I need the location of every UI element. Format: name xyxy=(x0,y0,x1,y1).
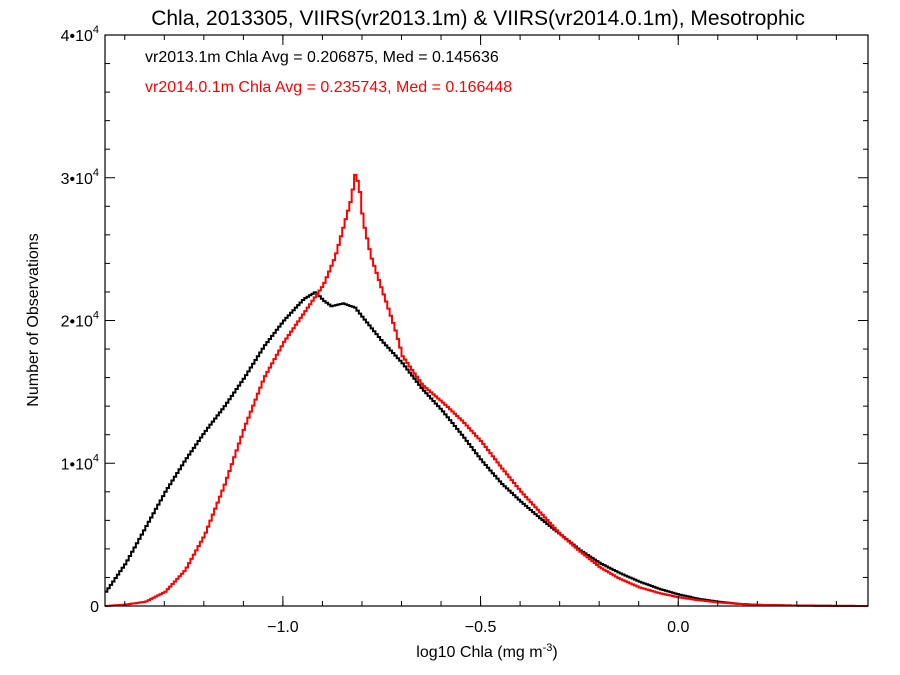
y-tick-label-base: 4•10 xyxy=(61,28,93,45)
x-tick-label: 0.0 xyxy=(667,619,689,636)
y-tick-label-exponent: 4 xyxy=(93,24,99,36)
y-tick-label: 1•104 xyxy=(61,452,99,473)
x-axis: −1.0 −0.5 0.0 xyxy=(124,35,837,636)
legend-annotation-vr2014: vr2014.0.1m Chla Avg = 0.235743, Med = 0… xyxy=(145,79,512,96)
y-tick-label-base: 0 xyxy=(90,599,99,616)
series-line-1 xyxy=(105,173,868,607)
x-axis-label-tail: ) xyxy=(552,644,557,661)
y-axis-label: Number of Observations xyxy=(25,233,42,406)
x-tick-label: −1.0 xyxy=(267,619,299,636)
x-axis-label: log10 Chla (mg m-3) xyxy=(416,642,557,661)
chart-title: Chla, 2013305, VIIRS(vr2013.1m) & VIIRS(… xyxy=(151,7,805,30)
y-tick-label-base: 1•10 xyxy=(61,456,93,473)
y-tick-label: 2•104 xyxy=(61,310,99,331)
y-tick-label-base: 3•10 xyxy=(61,171,93,188)
x-tick-label: −0.5 xyxy=(465,619,497,636)
plot-frame xyxy=(104,34,869,607)
x-axis-label-superscript: -3 xyxy=(543,642,553,654)
x-axis-label-main: log10 Chla (mg m xyxy=(416,644,542,661)
y-tick-label-exponent: 4 xyxy=(93,167,99,179)
y-tick-label: 3•104 xyxy=(61,167,99,188)
y-tick-label: 0 xyxy=(90,599,99,616)
y-tick-label: 4•104 xyxy=(61,24,99,45)
y-tick-label-base: 2•10 xyxy=(61,314,93,331)
y-tick-label-exponent: 4 xyxy=(93,452,99,464)
legend-annotation-vr2013: vr2013.1m Chla Avg = 0.206875, Med = 0.1… xyxy=(145,49,499,66)
y-tick-label-exponent: 4 xyxy=(93,310,99,322)
plot-area xyxy=(105,173,868,607)
